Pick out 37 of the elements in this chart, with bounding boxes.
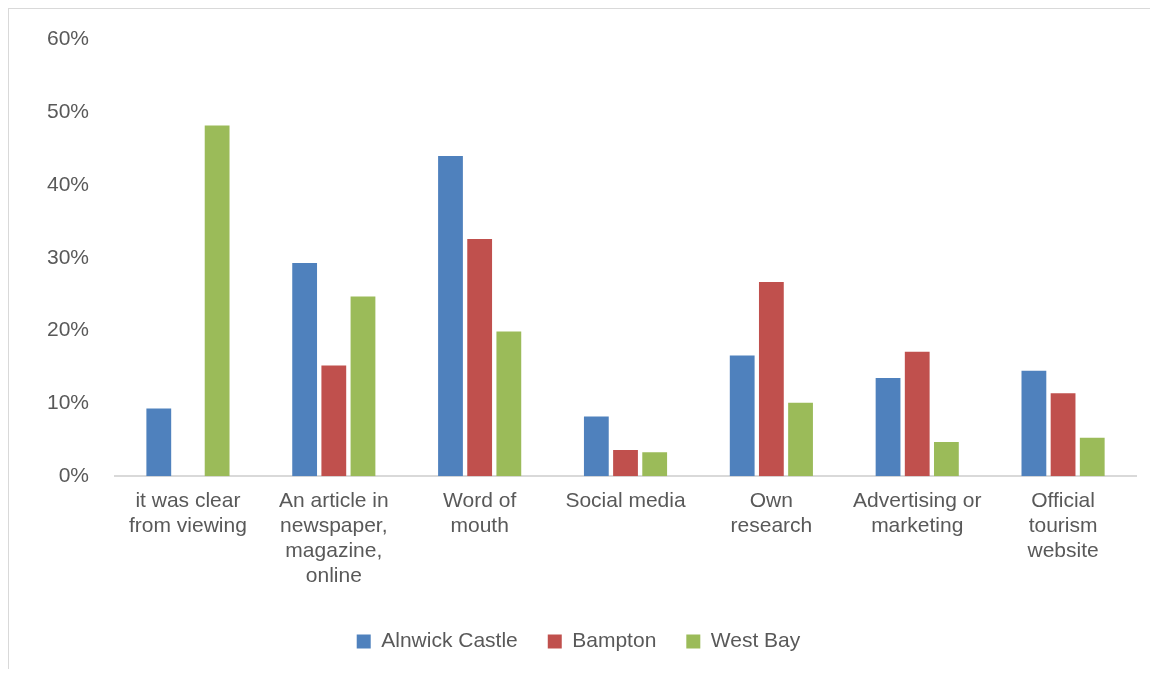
bar — [496, 331, 522, 477]
bar — [321, 365, 347, 477]
bar — [729, 355, 755, 477]
bar — [146, 408, 172, 477]
bar — [904, 351, 930, 477]
legend-label: West Bay — [710, 628, 801, 652]
y-tick-label: 40% — [47, 171, 90, 195]
bar — [1079, 437, 1105, 477]
bar — [613, 450, 638, 477]
bar — [438, 156, 463, 477]
bar — [875, 377, 901, 477]
y-tick-label: 0% — [58, 463, 90, 486]
legend-label: Bampton — [572, 628, 657, 652]
bar — [467, 238, 493, 477]
x-tick-label: Advertising or marketing — [853, 487, 982, 536]
x-tick-label: Word of mouth — [443, 487, 517, 536]
bar — [583, 416, 609, 477]
bar — [1050, 393, 1076, 477]
x-tick-label: Own research — [730, 487, 813, 536]
y-tick-label: 10% — [47, 390, 90, 414]
y-tick-label: 20% — [47, 317, 90, 341]
bar — [642, 452, 668, 477]
bar — [758, 281, 784, 477]
bar — [292, 262, 318, 477]
y-tick-label: 30% — [47, 244, 90, 268]
x-tick-label: Social media — [565, 487, 686, 511]
bar — [788, 402, 813, 477]
bar — [204, 125, 230, 477]
y-tick-label: 60% — [47, 26, 90, 50]
x-tick-label: it was clear from viewing — [129, 487, 247, 536]
x-tick-label: An article in newspaper, magazine, online — [278, 487, 389, 587]
bar — [933, 442, 959, 477]
bar — [1021, 370, 1047, 477]
x-tick-label: Official tourism website — [1026, 487, 1099, 561]
y-tick-label: 50% — [47, 99, 90, 123]
legend-label: Alnwick Castle — [381, 628, 518, 652]
bar — [350, 296, 376, 477]
